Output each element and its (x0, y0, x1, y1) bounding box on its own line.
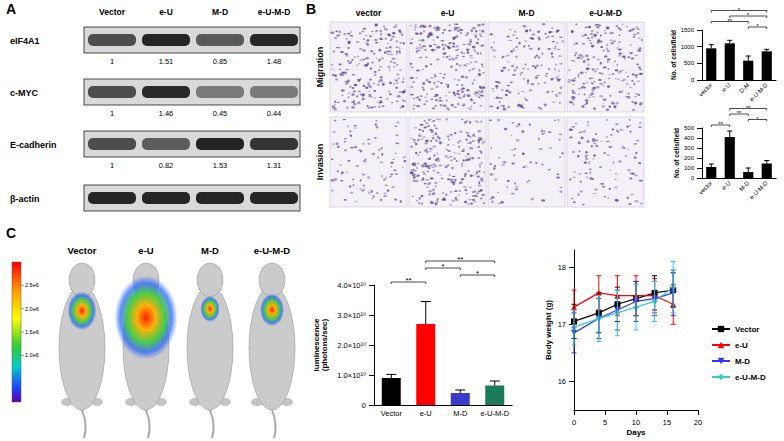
svg-text:e-U-M-D: e-U-M-D (254, 245, 291, 256)
svg-text:5: 5 (603, 418, 607, 427)
svg-text:e-U: e-U (721, 82, 732, 93)
svg-text:*: * (756, 116, 759, 122)
svg-text:2.5e6: 2.5e6 (25, 282, 39, 288)
svg-text:16: 16 (558, 377, 566, 386)
svg-text:*: * (738, 7, 741, 13)
svg-text:Body weight (g): Body weight (g) (544, 300, 553, 360)
svg-text:0: 0 (572, 418, 576, 427)
svg-text:e-U: e-U (721, 180, 732, 191)
svg-text:1.0×10¹⁰: 1.0×10¹⁰ (337, 371, 366, 380)
svg-text:M-D: M-D (201, 245, 219, 256)
svg-text:e-U: e-U (735, 341, 748, 350)
svg-text:17: 17 (558, 320, 566, 329)
svg-text:*: * (756, 23, 759, 29)
svg-text:4.0×10¹⁰: 4.0×10¹⁰ (337, 281, 366, 290)
svg-text:1.5e6: 1.5e6 (25, 329, 39, 335)
svg-text:*: * (476, 269, 479, 278)
svg-text:e-U-M-D: e-U-M-D (748, 81, 769, 102)
svg-text:A: A (6, 1, 16, 17)
svg-text:(photons/sec): (photons/sec) (320, 318, 329, 371)
svg-text:200: 200 (684, 155, 695, 161)
svg-text:1.53: 1.53 (213, 161, 228, 170)
svg-text:M-D: M-D (453, 409, 468, 418)
svg-text:0: 0 (691, 175, 695, 181)
svg-text:20: 20 (694, 418, 702, 427)
svg-text:300: 300 (684, 145, 695, 151)
svg-text:0.44: 0.44 (267, 109, 282, 118)
svg-text:No. of cells/field: No. of cells/field (670, 30, 677, 80)
svg-text:e-U-M-D: e-U-M-D (480, 409, 509, 418)
svg-text:**: ** (718, 121, 723, 127)
svg-text:**: ** (737, 110, 742, 116)
svg-text:**: ** (405, 276, 411, 285)
svg-text:**: ** (746, 105, 751, 111)
svg-text:eIF4A1: eIF4A1 (10, 36, 40, 46)
svg-text:500: 500 (684, 60, 695, 66)
svg-text:18: 18 (558, 263, 566, 272)
svg-text:M-D: M-D (212, 7, 228, 17)
svg-text:vector: vector (698, 82, 714, 98)
svg-text:1.51: 1.51 (159, 57, 174, 66)
svg-text:e-U-M-D: e-U-M-D (735, 373, 766, 382)
svg-text:2.0×10¹⁰: 2.0×10¹⁰ (337, 341, 366, 350)
svg-text:M-D: M-D (735, 357, 750, 366)
svg-text:e-U: e-U (159, 7, 173, 17)
svg-text:e-U-M-D: e-U-M-D (589, 8, 622, 18)
svg-text:Migration: Migration (315, 47, 325, 88)
svg-text:c-MYC: c-MYC (10, 88, 39, 98)
svg-text:10: 10 (632, 418, 640, 427)
svg-text:**: ** (457, 255, 463, 264)
svg-text:β-actin: β-actin (10, 194, 40, 204)
svg-text:vector: vector (356, 8, 382, 18)
svg-text:0: 0 (691, 77, 695, 83)
svg-text:Vector: Vector (99, 7, 126, 17)
svg-text:1000: 1000 (681, 44, 695, 50)
svg-text:1: 1 (110, 57, 114, 66)
svg-text:luminescence: luminescence (311, 318, 321, 372)
svg-text:Days: Days (626, 428, 646, 437)
svg-text:1: 1 (110, 109, 114, 118)
svg-text:3.0×10¹⁰: 3.0×10¹⁰ (337, 311, 366, 320)
svg-text:1: 1 (110, 161, 114, 170)
svg-text:1500: 1500 (681, 27, 695, 33)
svg-text:15: 15 (663, 418, 671, 427)
svg-text:M-D: M-D (518, 8, 534, 18)
svg-text:1.46: 1.46 (159, 109, 174, 118)
svg-text:No. of cells/field: No. of cells/field (673, 128, 680, 178)
svg-text:1.31: 1.31 (267, 161, 282, 170)
svg-text:0: 0 (362, 401, 366, 410)
svg-text:e-U: e-U (420, 409, 432, 418)
svg-text:0.82: 0.82 (159, 161, 174, 170)
svg-text:1.0e6: 1.0e6 (25, 352, 39, 358)
svg-text:400: 400 (684, 135, 695, 141)
svg-text:100: 100 (684, 165, 695, 171)
svg-text:E-cadherin: E-cadherin (10, 140, 57, 150)
svg-text:**: ** (727, 18, 732, 24)
svg-text:0.45: 0.45 (213, 109, 228, 118)
svg-text:0.85: 0.85 (213, 57, 228, 66)
svg-text:Invasion: Invasion (315, 144, 325, 181)
svg-text:2.0e6: 2.0e6 (25, 306, 39, 312)
svg-text:1.48: 1.48 (267, 57, 282, 66)
svg-text:D-M: D-M (738, 82, 750, 94)
svg-text:e-U-M-D: e-U-M-D (258, 7, 291, 17)
svg-text:vector: vector (698, 180, 714, 196)
svg-text:e-U-M-D: e-U-M-D (748, 179, 769, 200)
svg-text:B: B (306, 1, 316, 17)
svg-text:M-D: M-D (738, 179, 751, 192)
svg-text:e-U: e-U (138, 245, 153, 256)
svg-text:C: C (6, 225, 16, 241)
svg-text:Vector: Vector (735, 325, 759, 334)
svg-text:Vector: Vector (381, 409, 403, 418)
svg-text:Vector: Vector (67, 245, 96, 256)
svg-text:*: * (441, 262, 444, 271)
svg-text:500: 500 (684, 125, 695, 131)
svg-text:*: * (747, 12, 750, 18)
svg-text:e-U: e-U (441, 8, 455, 18)
